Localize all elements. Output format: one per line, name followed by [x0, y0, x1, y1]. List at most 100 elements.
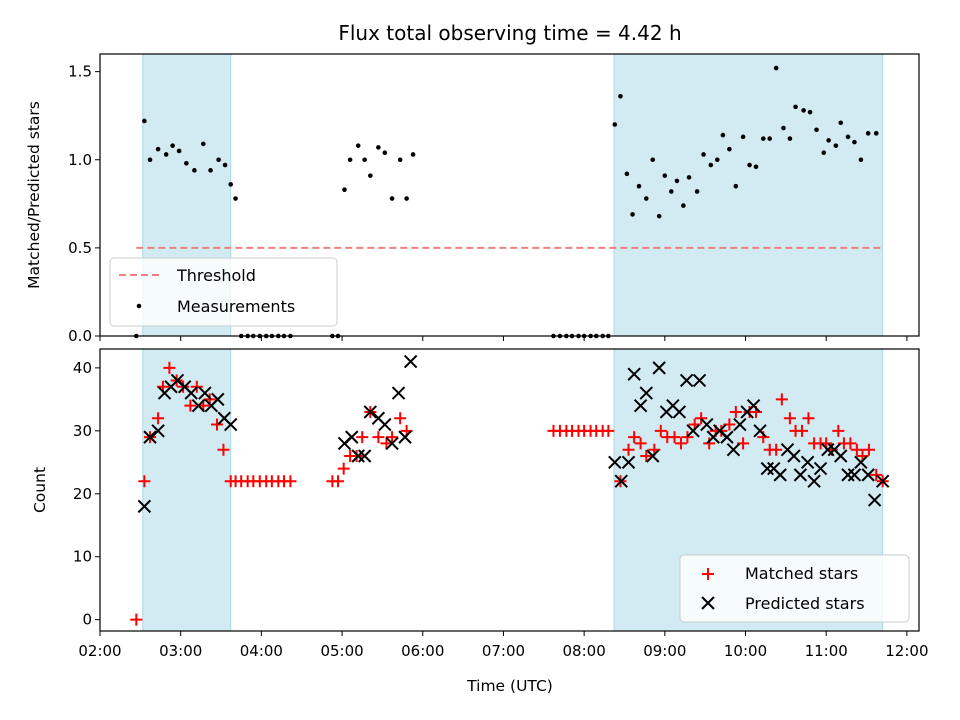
- measurement-point: [656, 213, 662, 219]
- predicted-star-point: [854, 455, 868, 470]
- measurement-point: [362, 157, 367, 163]
- matched-star-point: [622, 443, 635, 456]
- predicted-star-point: [398, 430, 412, 444]
- matched-star-point: [152, 412, 165, 425]
- measurement-point: [630, 212, 635, 217]
- measurement-point: [636, 183, 642, 189]
- predicted-legend-swatch: [701, 596, 715, 610]
- measurement-point: [650, 157, 656, 163]
- measurement-point: [845, 134, 851, 140]
- matched-star-point: [130, 613, 143, 626]
- bottom-x-ticks: 02:00 03:00 04:00 05:00 06:00 07:00 08:00 09:00…: [78, 631, 929, 660]
- predicted-star-point: [861, 468, 875, 482]
- matched-star-point: [802, 412, 815, 425]
- measurement-point: [708, 162, 714, 168]
- top-y-tick-label: 0.5: [68, 239, 92, 257]
- predicted-star-point: [672, 405, 687, 419]
- measurement-point: [668, 189, 674, 194]
- matched-star-point: [184, 399, 197, 412]
- measurement-point: [773, 65, 779, 71]
- top-y-tick-label: 1.5: [68, 63, 92, 81]
- predicted-star-point: [841, 468, 855, 482]
- measurement-point: [228, 182, 234, 187]
- predicted-star-point: [867, 493, 882, 507]
- bottom-y-tick-label: 40: [73, 359, 92, 377]
- predicted-star-point: [143, 430, 157, 444]
- predicted-star-point: [787, 449, 801, 463]
- x-tick-label: 06:00: [401, 642, 444, 660]
- predicted-star-point: [198, 386, 212, 400]
- predicted-star-point: [345, 430, 359, 444]
- predicted-star-point: [608, 455, 622, 470]
- predicted-star-point: [720, 430, 734, 444]
- predicted-star-point: [847, 468, 862, 482]
- matched-star-point: [634, 437, 647, 450]
- measurement-point: [163, 152, 169, 157]
- measurement-point: [767, 136, 773, 141]
- predicted-star-point: [351, 449, 365, 463]
- predicted-star-point: [363, 405, 378, 419]
- measurement-point: [865, 131, 871, 136]
- bottom-panel: 02:00 03:00 04:00 05:00 06:00 07:00 08:00 09:00…: [31, 348, 929, 695]
- top-legend: Threshold Measurements: [109, 257, 338, 327]
- predicted-star-point: [793, 468, 808, 482]
- matched-star-point: [211, 418, 223, 431]
- predicted-star-point: [633, 398, 648, 413]
- measurement-point: [747, 162, 752, 168]
- x-tick-label: 08:00: [563, 642, 606, 660]
- matched-star-point: [386, 431, 399, 444]
- top-shaded-intervals: [142, 53, 884, 337]
- predicted-legend-label: Predicted stars: [745, 594, 865, 613]
- measurement-point: [142, 118, 147, 124]
- predicted-star-point: [627, 367, 641, 381]
- predicted-star-point: [385, 436, 399, 451]
- measurement-point: [342, 187, 347, 193]
- predicted-star-point: [224, 417, 238, 432]
- measurement-point: [410, 152, 416, 157]
- top-axes-frame: [99, 53, 920, 337]
- predicted-star-point: [692, 373, 707, 388]
- measurement-point: [184, 160, 189, 166]
- measurement-point: [355, 143, 361, 148]
- predicted-star-point: [753, 424, 767, 438]
- measurement-point: [807, 109, 813, 115]
- x-tick-label: 03:00: [159, 642, 202, 660]
- measurement-point: [147, 157, 153, 163]
- x-tick-label: 02:00: [78, 642, 121, 660]
- measurement-point: [833, 143, 839, 148]
- x-tick-label: 10:00: [724, 642, 767, 660]
- matched-star-point: [775, 393, 788, 406]
- x-tick-label: 11:00: [805, 642, 848, 660]
- measurement-point: [753, 164, 759, 170]
- measurement-point: [382, 150, 388, 155]
- predicted-star-point: [614, 474, 628, 488]
- bottom-y-ticks: 0 10 20 30 40: [73, 359, 100, 629]
- measurement-point: [176, 148, 182, 154]
- matched-legend-label: Matched stars: [745, 564, 858, 583]
- predicted-star-point: [813, 461, 828, 476]
- matched-star-point: [850, 443, 863, 456]
- measurement-point: [347, 157, 353, 163]
- predicted-star-point: [137, 499, 152, 514]
- measurement-point: [701, 152, 706, 157]
- top-legend-box: [109, 257, 338, 327]
- measurement-point: [740, 134, 746, 140]
- matched-star-point: [862, 443, 875, 456]
- matched-star-point: [217, 443, 230, 456]
- bottom-legend: Matched stars Predicted stars: [679, 554, 910, 623]
- x-axis-label: Time (UTC): [466, 677, 553, 695]
- measurements-legend-label: Measurements: [177, 297, 295, 316]
- matched-star-point: [380, 437, 393, 450]
- bottom-y-tick-label: 10: [73, 548, 92, 566]
- measurement-point: [155, 146, 161, 152]
- measurement-point: [368, 173, 373, 178]
- matched-star-point: [844, 437, 857, 450]
- top-y-tick-label: 0.0: [68, 327, 92, 345]
- x-tick-label: 12:00: [885, 642, 928, 660]
- bottom-y-tick-label: 0: [82, 611, 92, 629]
- predicted-star-point: [403, 354, 418, 369]
- measurement-point: [208, 168, 213, 173]
- measurement-point: [222, 162, 228, 168]
- matched-star-point: [394, 412, 407, 425]
